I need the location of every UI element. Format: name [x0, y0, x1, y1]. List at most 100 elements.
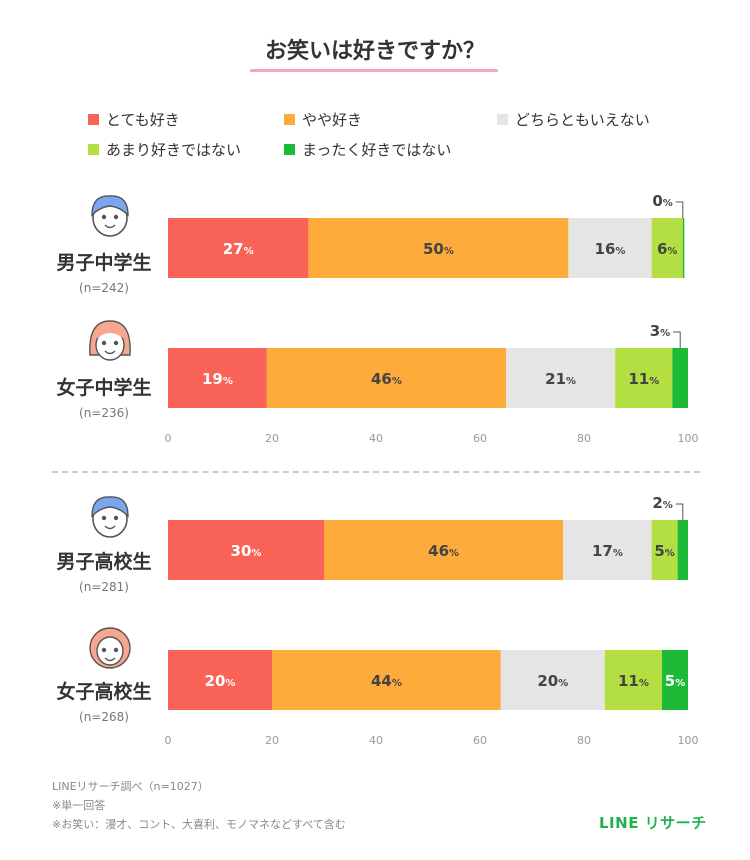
eye-icon: [101, 214, 107, 220]
bar-segment: [651, 520, 678, 580]
bar-value-label: 44%: [371, 672, 402, 690]
x-tick-label: 80: [577, 734, 591, 747]
bar-value-label: 2%: [652, 494, 672, 512]
bar-segment: [500, 650, 605, 710]
section-divider: [52, 471, 700, 473]
hair-icon: [91, 195, 129, 217]
eye-icon: [101, 340, 107, 346]
face-outline-icon: [96, 636, 124, 666]
title-underline: [250, 69, 498, 72]
group-name: 男子中学生: [56, 252, 152, 274]
mouth-icon: [104, 525, 116, 530]
legend-label: まったく好きではない: [302, 141, 452, 159]
x-tick-label: 0: [165, 734, 172, 747]
group-sample-size: (n=268): [79, 710, 129, 724]
bar-value-label: 50%: [423, 240, 454, 258]
mouth-icon: [104, 224, 116, 229]
eye-icon: [113, 647, 119, 653]
bar-segment: [568, 218, 652, 278]
mouth-icon: [104, 350, 116, 355]
x-tick-label: 20: [265, 734, 279, 747]
callout-leader-line: [673, 331, 681, 348]
group-label-boys-hs: 男子高校生 (n=281): [29, 547, 179, 594]
answer-type-note: ※単一回答: [52, 799, 106, 812]
x-tick-label: 60: [473, 734, 487, 747]
mouth-icon: [104, 657, 116, 662]
legend-label: やや好き: [302, 111, 363, 129]
callout-leader-line: [675, 201, 684, 218]
bar-value-label: 6%: [657, 240, 677, 258]
bar-segment: [651, 218, 683, 278]
bar-value-label: 21%: [545, 370, 576, 388]
eye-icon: [113, 340, 119, 346]
bar-value-label: 5%: [665, 672, 685, 690]
bar-segment: [682, 218, 685, 278]
legend-item: どちらともいえない: [497, 109, 650, 130]
bar-segment: [168, 348, 267, 408]
x-tick-label: 0: [165, 432, 172, 445]
bar-value-label: 20%: [205, 672, 236, 690]
bar-segment: [677, 520, 688, 580]
line-research-logo: LINE リサーチ: [599, 814, 707, 832]
legend-swatch: [88, 114, 99, 125]
bar-segment: [563, 520, 652, 580]
eye-icon: [101, 515, 107, 521]
bar-value-label: 27%: [223, 240, 254, 258]
x-tick-label: 100: [678, 432, 699, 445]
chart-title: お笑いは好きですか？: [264, 39, 485, 64]
bar-segment: [168, 650, 272, 710]
legend-item: まったく好きではない: [284, 139, 451, 160]
legend-swatch: [284, 114, 295, 125]
group-name: 男子高校生: [56, 551, 152, 573]
bar-value-label: 5%: [654, 542, 674, 560]
bar-segment: [604, 650, 662, 710]
legend-label: あまり好きではない: [106, 141, 242, 159]
bar-segment: [168, 218, 309, 278]
group-sample-size: (n=242): [79, 281, 129, 295]
bar-segment: [324, 520, 564, 580]
eye-icon: [113, 515, 119, 521]
bar-segment: [266, 348, 506, 408]
legend-swatch: [497, 114, 508, 125]
x-tick-label: 80: [577, 432, 591, 445]
bar-segment: [506, 348, 616, 408]
bar-value-label: 46%: [371, 370, 402, 388]
legend-item: あまり好きではない: [88, 139, 241, 160]
bar-value-label: 3%: [650, 322, 670, 340]
group-name: 女子中学生: [56, 377, 152, 399]
legend-label: どちらともいえない: [515, 111, 650, 129]
legend-swatch: [88, 144, 99, 155]
group-sample-size: (n=236): [79, 406, 129, 420]
bar-segment: [662, 650, 688, 710]
bar-segment: [672, 348, 688, 408]
bar-segment: [272, 650, 501, 710]
group-label-girls-hs: 女子高校生 (n=268): [29, 677, 179, 724]
bar-segment: [308, 218, 569, 278]
x-tick-label: 40: [369, 734, 383, 747]
x-tick-label: 20: [265, 432, 279, 445]
x-tick-label: 40: [369, 432, 383, 445]
legend-item: とても好き: [88, 109, 180, 130]
legend-swatch: [284, 144, 295, 155]
eye-icon: [113, 214, 119, 220]
bar-value-label: 11%: [628, 370, 659, 388]
group-label-boys-jh: 男子中学生 (n=242): [29, 248, 179, 295]
bar-value-label: 20%: [537, 672, 568, 690]
x-tick-label: 100: [678, 734, 699, 747]
legend-item: やや好き: [284, 109, 362, 130]
group-name: 女子高校生: [56, 681, 152, 703]
bar-segment: [168, 520, 324, 580]
bar-segment: [615, 348, 673, 408]
source-note: LINEリサーチ調べ（n=1027）: [52, 780, 209, 793]
bar-value-label: 11%: [618, 672, 649, 690]
group-label-girls-jh: 女子中学生 (n=236): [29, 373, 179, 420]
definition-note: ※お笑い：漫才、コント、大喜利、モノマネなどすべて含む: [52, 818, 346, 831]
x-tick-label: 60: [473, 432, 487, 445]
bar-value-label: 19%: [202, 370, 233, 388]
bar-value-label: 46%: [428, 542, 459, 560]
legend-label: とても好き: [106, 111, 180, 129]
hair-icon: [91, 496, 129, 518]
group-sample-size: (n=281): [79, 580, 129, 594]
callout-leader-line: [675, 503, 684, 520]
